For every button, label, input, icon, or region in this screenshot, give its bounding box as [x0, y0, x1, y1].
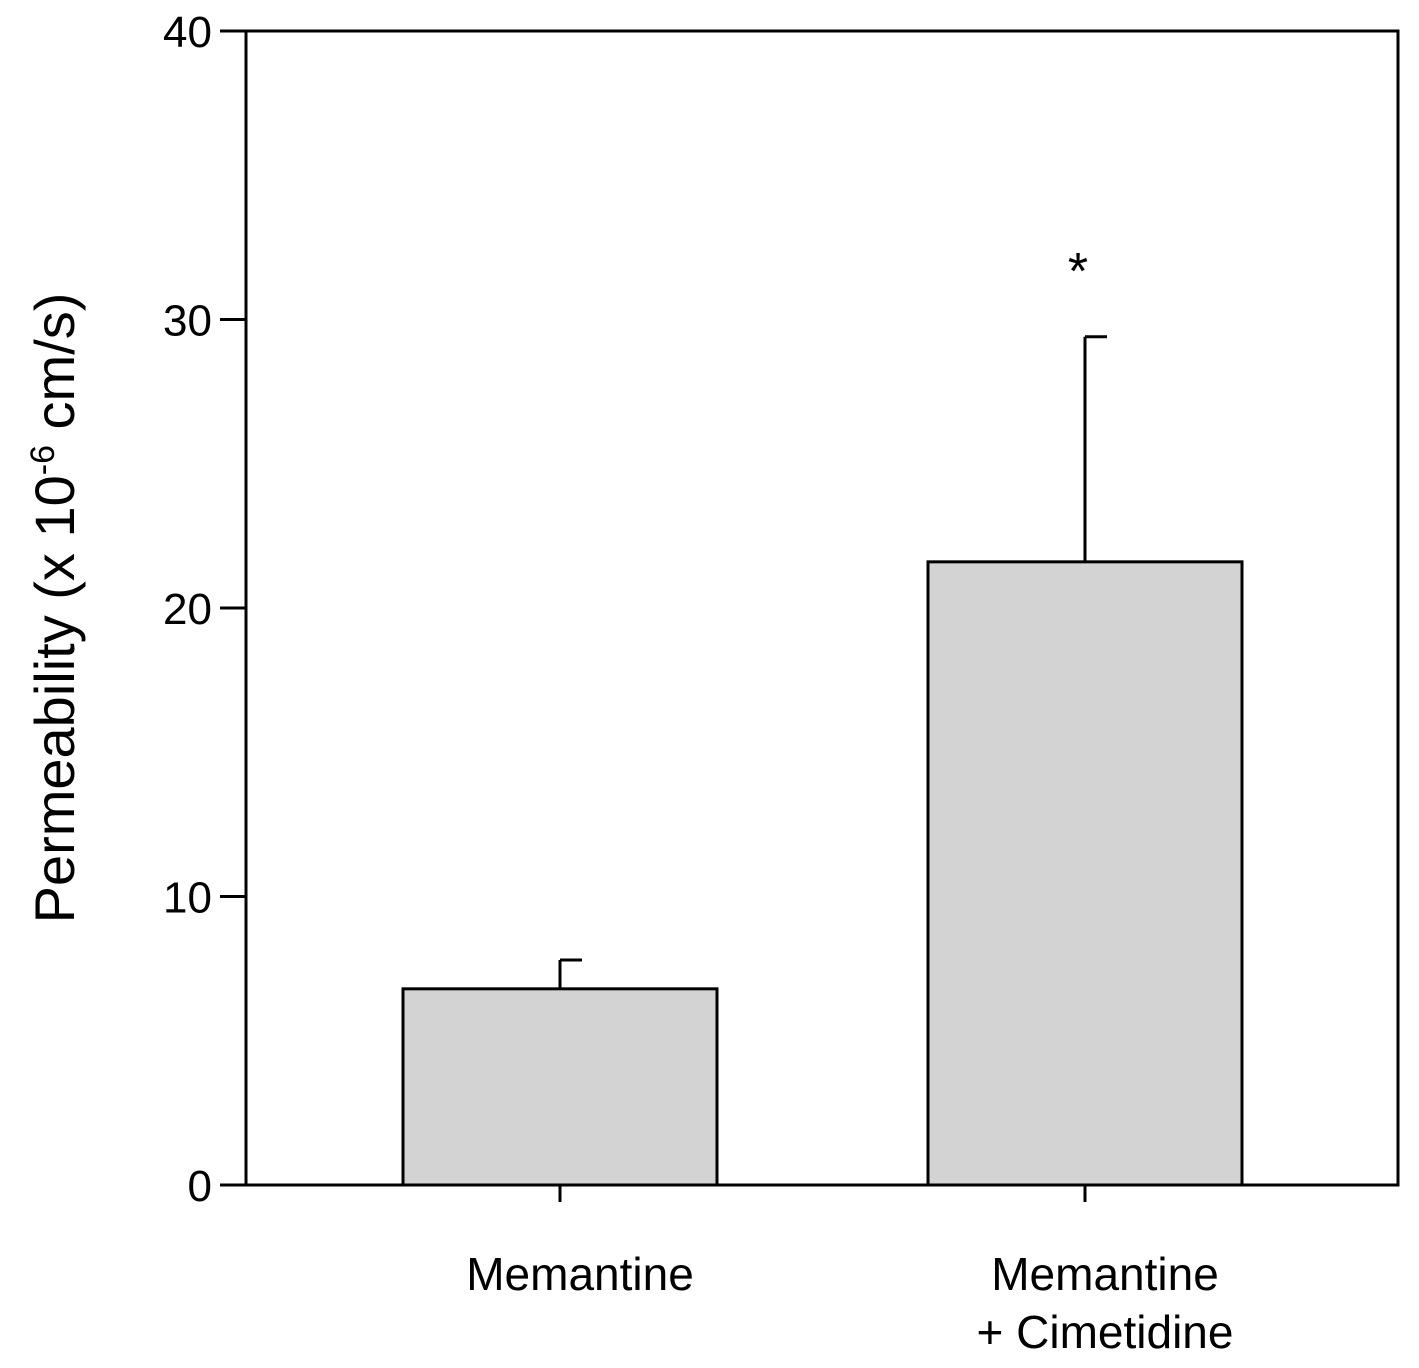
y-tick-label-0: 0 [188, 1162, 212, 1211]
y-axis-label-superscript: -6 [24, 445, 62, 475]
y-tick-label-30: 30 [163, 297, 212, 346]
error-bars [558, 335, 1107, 989]
y-axis-ticks: 0 10 20 30 40 [163, 8, 246, 1211]
y-tick-label-40: 40 [163, 8, 212, 57]
bars [401, 560, 1244, 1187]
y-axis-label: Permeability (x 10-6 cm/s) [23, 293, 86, 924]
annotations: * [1068, 243, 1088, 301]
y-axis-label-suffix: cm/s) [23, 293, 86, 445]
bar-0 [401, 987, 719, 1187]
category-label-0-line-0: Memantine [466, 1248, 694, 1300]
category-label-1-line-0: Memantine [991, 1248, 1219, 1300]
significance-marker-1: * [1068, 243, 1088, 301]
y-axis-label-prefix: Permeability (x 10 [23, 475, 86, 923]
x-axis-ticks [558, 1185, 1087, 1202]
bar-1 [926, 560, 1244, 1187]
category-label-1-line-1: + Cimetidine [977, 1306, 1234, 1358]
y-tick-label-20: 20 [163, 585, 212, 634]
y-tick-label-10: 10 [163, 874, 212, 923]
category-labels: Memantine Memantine + Cimetidine [466, 1248, 1233, 1358]
